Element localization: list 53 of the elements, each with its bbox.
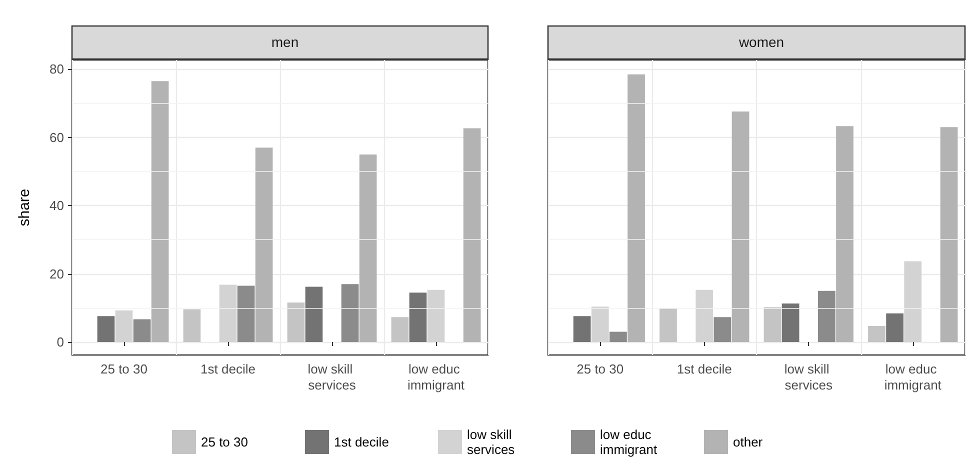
- legend-label: other: [733, 434, 764, 450]
- bar: [341, 284, 359, 342]
- y-tick-label: 40: [50, 198, 64, 214]
- legend-label: low educ immigrant: [600, 427, 658, 457]
- bar: [868, 326, 886, 342]
- bar: [818, 290, 836, 342]
- bar: [427, 290, 445, 342]
- bar: [836, 126, 854, 342]
- x-tick-label: low skill services: [784, 362, 833, 392]
- chart-title: men: [271, 34, 299, 50]
- bar: [628, 74, 645, 342]
- x-tick-label: 1st decile: [200, 362, 256, 376]
- x-tick-label: 1st decile: [676, 362, 732, 376]
- bar: [696, 290, 714, 342]
- bar: [732, 111, 750, 342]
- bar: [573, 316, 591, 342]
- bar: [904, 261, 922, 342]
- y-tick-label: 60: [50, 130, 64, 145]
- bar: [714, 317, 732, 342]
- bar: [782, 304, 800, 342]
- bar: [391, 317, 409, 342]
- bar: [660, 308, 677, 342]
- y-axis-title: share: [16, 188, 33, 226]
- bar: [764, 307, 782, 342]
- y-tick-label: 20: [50, 266, 64, 282]
- bar: [183, 309, 201, 342]
- x-tick-label: 25 to 30: [576, 362, 624, 376]
- bar: [610, 332, 627, 342]
- x-tick-label: low skill services: [308, 362, 356, 392]
- bar: [409, 292, 427, 342]
- legend-label: 1st decile: [334, 434, 389, 450]
- bar: [591, 306, 609, 342]
- bar: [463, 128, 481, 342]
- bar: [237, 286, 255, 342]
- bar: [287, 302, 305, 342]
- legend-label: low skill services: [467, 427, 516, 457]
- y-tick-label: 80: [50, 62, 64, 77]
- bar: [255, 148, 273, 342]
- bar: [886, 313, 904, 342]
- legend-label: 25 to 30: [201, 434, 248, 450]
- y-tick-label: 0: [56, 334, 64, 350]
- x-tick-label: low educ immigrant: [884, 362, 942, 392]
- x-tick-label: 25 to 30: [100, 362, 148, 376]
- chart-title: women: [738, 34, 784, 50]
- bar: [359, 154, 377, 342]
- bar: [305, 286, 323, 342]
- bar: [940, 127, 958, 342]
- bar: [151, 81, 169, 342]
- bar: [97, 316, 115, 342]
- bar: [219, 284, 237, 342]
- x-tick-label: low educ immigrant: [407, 362, 465, 392]
- bar: [115, 310, 133, 342]
- bar: [133, 319, 151, 342]
